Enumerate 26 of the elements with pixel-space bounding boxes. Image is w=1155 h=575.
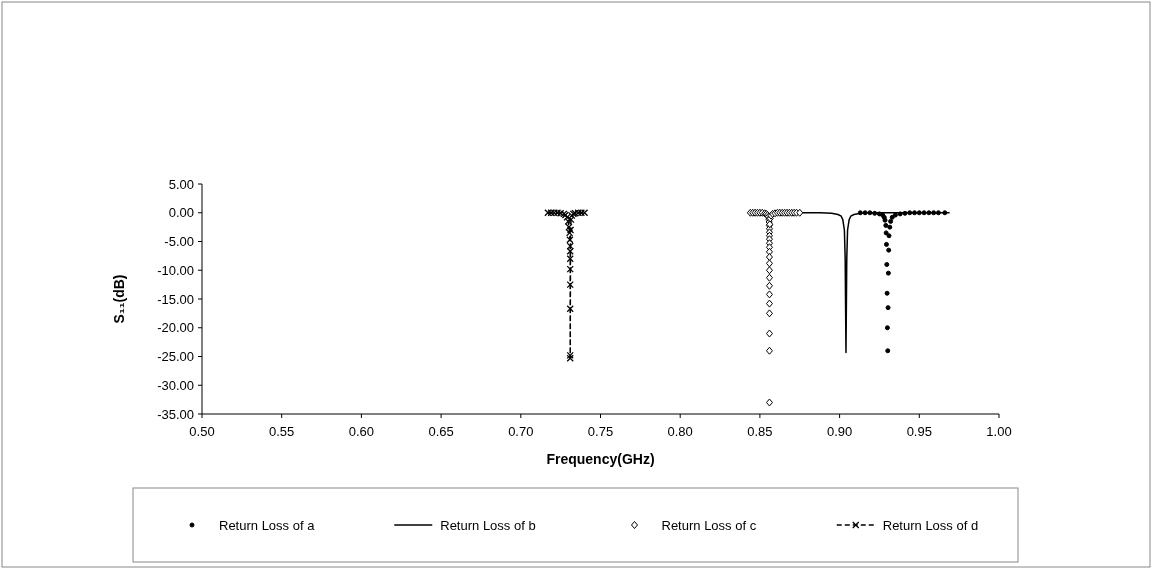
y-tick-label: -35.00 xyxy=(157,406,194,422)
y-tick-label: -10.00 xyxy=(157,262,194,278)
legend-label: Return Loss of c xyxy=(661,517,757,533)
legend-label: Return Loss of b xyxy=(440,517,536,533)
x-tick-label: 0.75 xyxy=(587,424,614,439)
x-tick-label: 0.85 xyxy=(747,424,773,439)
x-tick-label: 0.50 xyxy=(189,424,215,439)
x-tick-label: 0.65 xyxy=(428,424,454,439)
y-tick-label: -5.00 xyxy=(164,234,194,250)
x-tick-label: 0.80 xyxy=(667,424,693,439)
legend-label: Return Loss of a xyxy=(219,517,316,533)
x-tick-label: 0.55 xyxy=(269,424,295,439)
y-tick-label: -30.00 xyxy=(157,377,194,393)
x-tick-label: 0.60 xyxy=(348,424,375,439)
y-axis-title: S₁₁(dB) xyxy=(111,274,127,324)
y-tick-label: -15.00 xyxy=(157,291,194,307)
legend-label: Return Loss of d xyxy=(882,517,979,533)
x-axis-title: Frequency(GHz) xyxy=(546,451,655,467)
y-tick-label: 0.00 xyxy=(168,205,194,221)
y-tick-label: -25.00 xyxy=(157,349,194,365)
x-tick-label: 1.00 xyxy=(986,424,1012,439)
x-tick-label: 0.95 xyxy=(906,424,932,439)
y-tick-label: -20.00 xyxy=(157,320,194,336)
x-tick-label: 0.90 xyxy=(826,424,853,439)
y-tick-label: 5.00 xyxy=(168,176,194,192)
x-tick-label: 0.70 xyxy=(508,424,534,439)
